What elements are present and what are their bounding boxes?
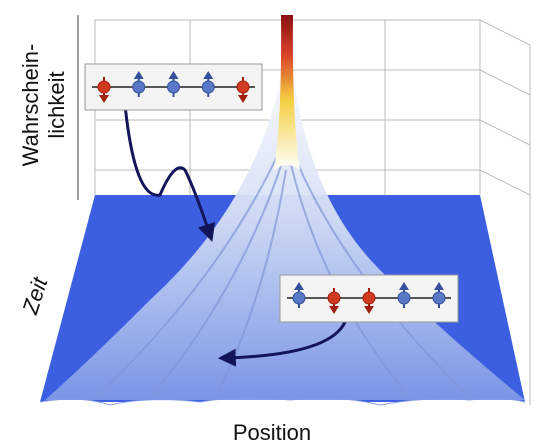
cone-ridges [94, 149, 471, 399]
spin-arrow [329, 306, 339, 314]
z-axis-label: Wahrschein- lichkeit [18, 44, 69, 167]
z-label-line: lichkeit [44, 71, 69, 138]
spin-arrow [238, 95, 248, 103]
spin-chain-inset [84, 63, 263, 111]
spin-arrow [203, 71, 214, 79]
arrow [217, 321, 347, 367]
spin-site [167, 80, 180, 94]
spin-site [97, 80, 111, 94]
spin-site [236, 80, 250, 94]
spin-site [132, 80, 146, 94]
x-axis-label: Position [233, 420, 311, 444]
spin-site [362, 291, 376, 305]
y-axis-label: Zeit [17, 274, 53, 318]
spin-arrow [133, 71, 144, 79]
spin-arrow [399, 282, 409, 290]
spin-arrow [168, 71, 179, 79]
z-label-line: Wahrschein- [18, 44, 43, 167]
spin-arrow [99, 95, 109, 103]
spin-arrow [364, 306, 374, 314]
spin-site [397, 291, 411, 305]
spin-site [292, 291, 306, 305]
arrow [123, 104, 216, 242]
peak [274, 15, 300, 170]
spin-site [432, 291, 446, 305]
spin-site [327, 291, 341, 305]
spin-arrow [434, 282, 444, 290]
spin-chain-inset [279, 274, 459, 323]
spin-arrow [294, 282, 304, 290]
spin-site [201, 80, 215, 94]
